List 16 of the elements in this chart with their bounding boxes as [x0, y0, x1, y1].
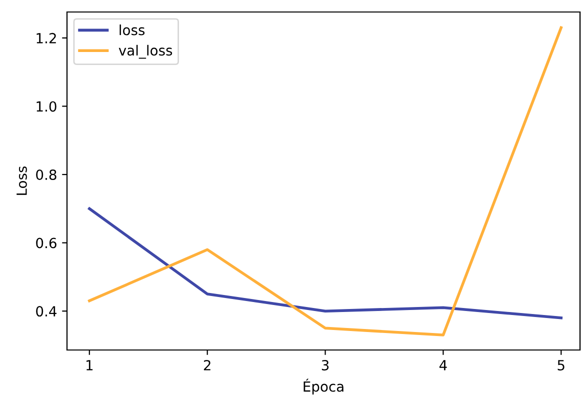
legend-label: loss — [120, 24, 145, 36]
line-series — [88, 26, 563, 336]
y-tick-label: 1.0 — [36, 101, 56, 112]
x-tick-label: 1 — [86, 360, 93, 370]
x-tick-label: 5 — [558, 360, 564, 370]
y-axis-title: Loss — [16, 166, 27, 195]
line-series — [88, 207, 563, 320]
y-tick-label: 0.4 — [36, 306, 56, 317]
y-tick-label: 1.2 — [36, 32, 56, 44]
x-tick-label: 3 — [322, 360, 329, 370]
y-tick-label: 0.8 — [36, 169, 56, 180]
x-tick-label: 2 — [204, 360, 210, 370]
x-axis-title: Época — [304, 378, 344, 394]
x-tick-label: 4 — [439, 360, 447, 370]
y-tick-label: 0.6 — [36, 238, 56, 248]
legend-label: val_loss — [118, 44, 172, 59]
